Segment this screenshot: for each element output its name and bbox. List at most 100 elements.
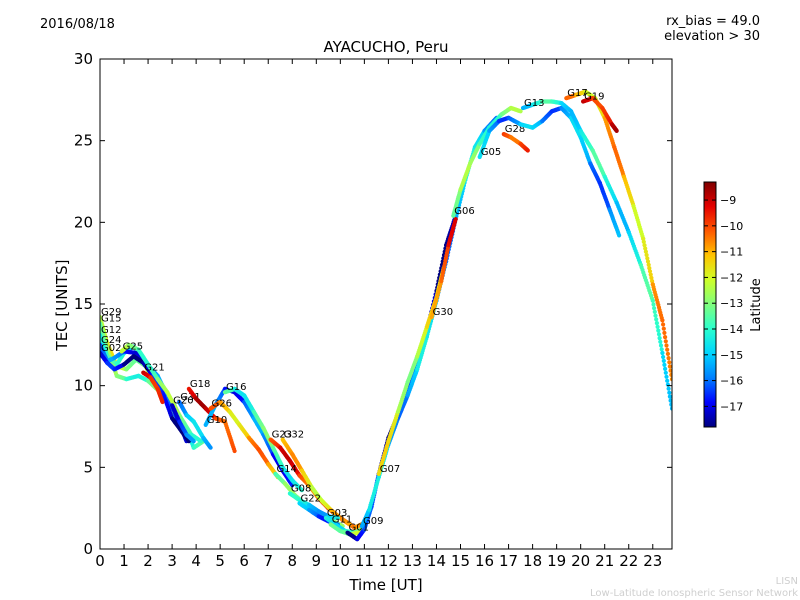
data-point — [160, 399, 165, 405]
data-point — [666, 386, 671, 391]
data-point — [198, 439, 203, 444]
data-point — [650, 298, 655, 303]
y-tick-label: 0 — [83, 540, 93, 558]
x-tick-label: 17 — [499, 552, 518, 570]
x-axis-label: Time [UT] — [348, 576, 422, 594]
series-label-g06: G06 — [454, 206, 474, 217]
data-point — [665, 378, 670, 383]
data-point — [665, 347, 670, 352]
colorbar-label: Latitude — [749, 278, 764, 332]
y-tick-label: 30 — [74, 50, 93, 68]
series-g26 — [208, 399, 280, 480]
data-point — [659, 347, 664, 352]
footer-brand: LISN — [775, 576, 798, 587]
series-g32 — [280, 437, 352, 527]
x-tick-label: 13 — [403, 552, 422, 570]
colorbar-tick-label: −12 — [720, 271, 743, 284]
x-tick-label: 5 — [215, 552, 225, 570]
data-point — [664, 374, 669, 379]
x-tick-label: 18 — [523, 552, 542, 570]
elevation-label: elevation > 30 — [664, 29, 760, 44]
data-point — [651, 302, 656, 307]
series-g06 — [451, 105, 523, 218]
series-label-g28: G28 — [505, 124, 525, 135]
series-g08 — [287, 491, 340, 521]
colorbar-tick-label: −10 — [720, 220, 743, 233]
x-tick-label: 3 — [167, 552, 177, 570]
series-label-g25: G25 — [123, 341, 143, 352]
data-point — [669, 402, 672, 407]
data-point — [662, 330, 667, 335]
data-point — [652, 309, 657, 314]
series-label-g08: G08 — [291, 483, 311, 494]
data-point — [657, 336, 662, 341]
series-label-g31: G31 — [180, 392, 200, 403]
data-point — [335, 515, 340, 521]
data-point — [667, 394, 672, 399]
series-label-g07: G07 — [380, 464, 400, 475]
data-point — [617, 233, 622, 238]
series-label-g26: G26 — [212, 399, 232, 410]
x-tick-label: 22 — [619, 552, 638, 570]
data-point — [667, 360, 672, 365]
series-label-g12: G12 — [101, 325, 121, 336]
data-point — [660, 350, 665, 356]
series-g05 — [477, 105, 622, 238]
colorbar-bar — [703, 181, 717, 428]
series-g28 — [501, 132, 530, 153]
y-tick-label: 5 — [83, 458, 93, 476]
series-label-g14: G14 — [276, 464, 296, 475]
series-label-g19: G19 — [584, 91, 604, 102]
data-point — [669, 406, 672, 411]
data-point — [667, 364, 672, 369]
x-tick-label: 23 — [643, 552, 662, 570]
series-label-g10: G10 — [207, 415, 227, 426]
colorbar-tick-label: −16 — [720, 375, 743, 388]
data-point — [661, 354, 666, 360]
data-point — [665, 382, 671, 387]
data-point — [666, 356, 671, 361]
data-point — [663, 335, 668, 340]
x-tick-label: 8 — [287, 552, 297, 570]
data-point — [652, 306, 657, 311]
series-label-g11: G11 — [332, 515, 352, 526]
x-tick-label: 6 — [239, 552, 249, 570]
data-point — [661, 358, 666, 363]
chart-title: AYACUCHO, Peru — [323, 38, 448, 56]
data-point — [299, 488, 304, 493]
series-label-g30: G30 — [433, 307, 453, 318]
y-tick-label: 25 — [74, 132, 93, 150]
series-label-g18: G18 — [190, 379, 210, 390]
colorbar-tick-label: −14 — [720, 323, 743, 336]
data-point — [663, 366, 668, 371]
y-tick-label: 20 — [74, 213, 93, 231]
series-label-g32: G32 — [284, 430, 304, 441]
data-point — [525, 148, 530, 153]
data-point — [191, 439, 196, 444]
rx-bias-label: rx_bias = 49.0 — [666, 14, 760, 29]
x-tick-label: 12 — [379, 552, 398, 570]
series-label-g23: G23 — [272, 430, 292, 441]
y-tick-label: 10 — [74, 377, 93, 395]
x-tick-label: 16 — [475, 552, 494, 570]
data-point — [232, 448, 237, 454]
data-point — [660, 318, 665, 323]
x-tick-label: 19 — [547, 552, 566, 570]
series-label-g03: G03 — [327, 508, 347, 519]
footer-network: Low-Latitude Ionospheric Sensor Network — [590, 588, 798, 599]
data-point — [655, 324, 660, 329]
data-point — [665, 351, 671, 356]
x-tick-label: 1 — [119, 552, 129, 570]
series-label-g29: G29 — [101, 307, 121, 318]
colorbar-tick-label: −11 — [720, 246, 743, 259]
series-g21 — [141, 370, 165, 405]
series-g30 — [429, 217, 458, 320]
series-label-g13: G13 — [524, 98, 544, 109]
x-tick-label: 9 — [312, 552, 322, 570]
x-tick-label: 21 — [595, 552, 614, 570]
data-point — [662, 362, 667, 367]
plot-frame — [99, 58, 673, 550]
x-tick-label: 2 — [143, 552, 153, 570]
x-tick-label: 0 — [95, 552, 105, 570]
